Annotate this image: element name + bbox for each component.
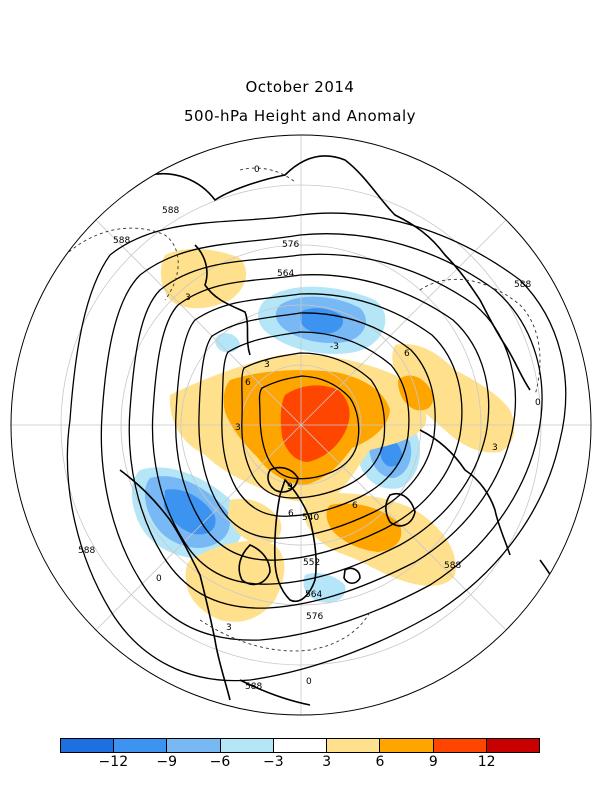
legend-tick-label: −9	[156, 754, 177, 770]
legend-swatch	[273, 739, 328, 752]
anomaly-label-minus3-pacific: -3	[330, 342, 339, 352]
legend-tick-labels: −12 −9 −6 −3 3 6 9 12	[60, 754, 540, 774]
anomaly-area-eurasia-yellow	[392, 344, 515, 453]
anomaly-area-eurasia-orange	[398, 375, 434, 411]
anomaly-label-6-arctic: 6	[245, 378, 251, 388]
anomaly-label-zero-e: 0	[535, 398, 541, 408]
height-label-564-n: 564	[277, 269, 294, 279]
height-contour-540	[258, 375, 360, 480]
meridian-135	[300, 219, 507, 426]
anomaly-contour-zero-east	[419, 278, 541, 396]
coastline-iceland	[343, 567, 361, 585]
anomaly-contour-zero-south	[199, 611, 371, 652]
map-content	[11, 135, 591, 715]
legend-tick-label: 3	[322, 754, 332, 770]
anomaly-contour-zero-north	[239, 167, 296, 183]
height-label-576-s: 576	[306, 612, 323, 622]
contour-labels: 588 588 588 588 588 588 576 576 564 564 …	[78, 165, 541, 692]
anomaly-contours	[59, 167, 541, 652]
height-label-588-w: 588	[113, 236, 130, 246]
meridian-315	[95, 424, 302, 631]
height-label-564-s: 564	[305, 590, 322, 600]
anomaly-area-west-europe-orange	[326, 503, 402, 552]
coastline-arctic-islands	[267, 466, 299, 493]
coastline-east-asia	[194, 244, 251, 356]
height-label-588-nw: 588	[162, 206, 179, 216]
legend-swatch	[61, 739, 115, 752]
height-label-588-sw: 588	[78, 546, 95, 556]
map-title: October 2014	[245, 78, 355, 96]
legend-swatch	[220, 739, 274, 752]
legend-tick-label: 12	[477, 754, 496, 770]
height-label-588-se: 588	[444, 561, 461, 571]
anomaly-label-6-greenland: 6	[288, 509, 294, 519]
height-label-588-e: 588	[514, 280, 531, 290]
legend-tick-label: 9	[428, 754, 438, 770]
height-label-588-s: 588	[245, 682, 262, 692]
anomaly-area-alaska-yellow	[228, 498, 282, 545]
graticule	[11, 135, 591, 715]
anomaly-label-3-namerica: 3	[226, 623, 232, 633]
anomaly-contour-zero-west	[59, 227, 179, 301]
height-contour-564	[175, 293, 463, 561]
negative-anomaly-areas	[131, 286, 420, 603]
meridian-225	[95, 219, 302, 426]
anomaly-label-zero-w: 0	[156, 574, 162, 584]
legend-swatch	[433, 739, 487, 752]
height-contour-570	[151, 274, 490, 585]
anomaly-label-3-siberia: 3	[185, 293, 191, 303]
map-subtitle: 500-hPa Height and Anomaly	[183, 107, 417, 125]
coastline-caribbean	[239, 679, 311, 706]
anomaly-area-siberia-small	[215, 333, 240, 353]
coastline-africa-top	[539, 559, 576, 621]
height-contour-552	[221, 331, 410, 517]
anomaly-label-3-arctic: 3	[235, 423, 241, 433]
coastline-north-america	[119, 469, 231, 701]
coastline-greenland	[273, 478, 317, 602]
meridian-45	[300, 424, 507, 631]
legend-swatch	[114, 739, 168, 752]
color-legend	[60, 738, 540, 753]
anomaly-area-north-america-yellow	[185, 540, 285, 622]
anomaly-label-zero-s: 0	[306, 677, 312, 687]
anomaly-label-9: 9	[287, 482, 293, 492]
height-contour-576	[128, 253, 517, 609]
anomaly-label-6-europe: 6	[352, 501, 358, 511]
legend-tick-label: −3	[263, 754, 284, 770]
legend-tick-label: −12	[98, 754, 129, 770]
anomaly-label-3-center: 3	[264, 360, 270, 370]
anomaly-area-arctic-red	[280, 385, 350, 462]
legend-swatch	[486, 739, 539, 752]
height-contour-558	[198, 312, 436, 539]
height-label-540: 540	[302, 513, 319, 523]
anomaly-label-3-east: 3	[492, 443, 498, 453]
legend-swatch	[380, 739, 434, 752]
height-contour-546	[241, 352, 386, 499]
anomaly-label-6-eurasia: 6	[404, 349, 410, 359]
coastline-scandinavia	[385, 493, 416, 527]
legend-tick-label: −6	[209, 754, 231, 770]
legend-swatch	[327, 739, 381, 752]
height-label-552: 552	[303, 558, 320, 568]
height-contour-588	[66, 212, 567, 682]
height-contour-582	[100, 233, 543, 641]
globe-outline	[10, 134, 592, 716]
height-label-576-n: 576	[282, 240, 299, 250]
coastline-europe	[419, 429, 511, 556]
legend-tick-label: 6	[375, 754, 385, 770]
anomaly-label-zero-n: 0	[254, 165, 260, 175]
height-contours	[66, 212, 567, 682]
legend-swatch	[167, 739, 221, 752]
